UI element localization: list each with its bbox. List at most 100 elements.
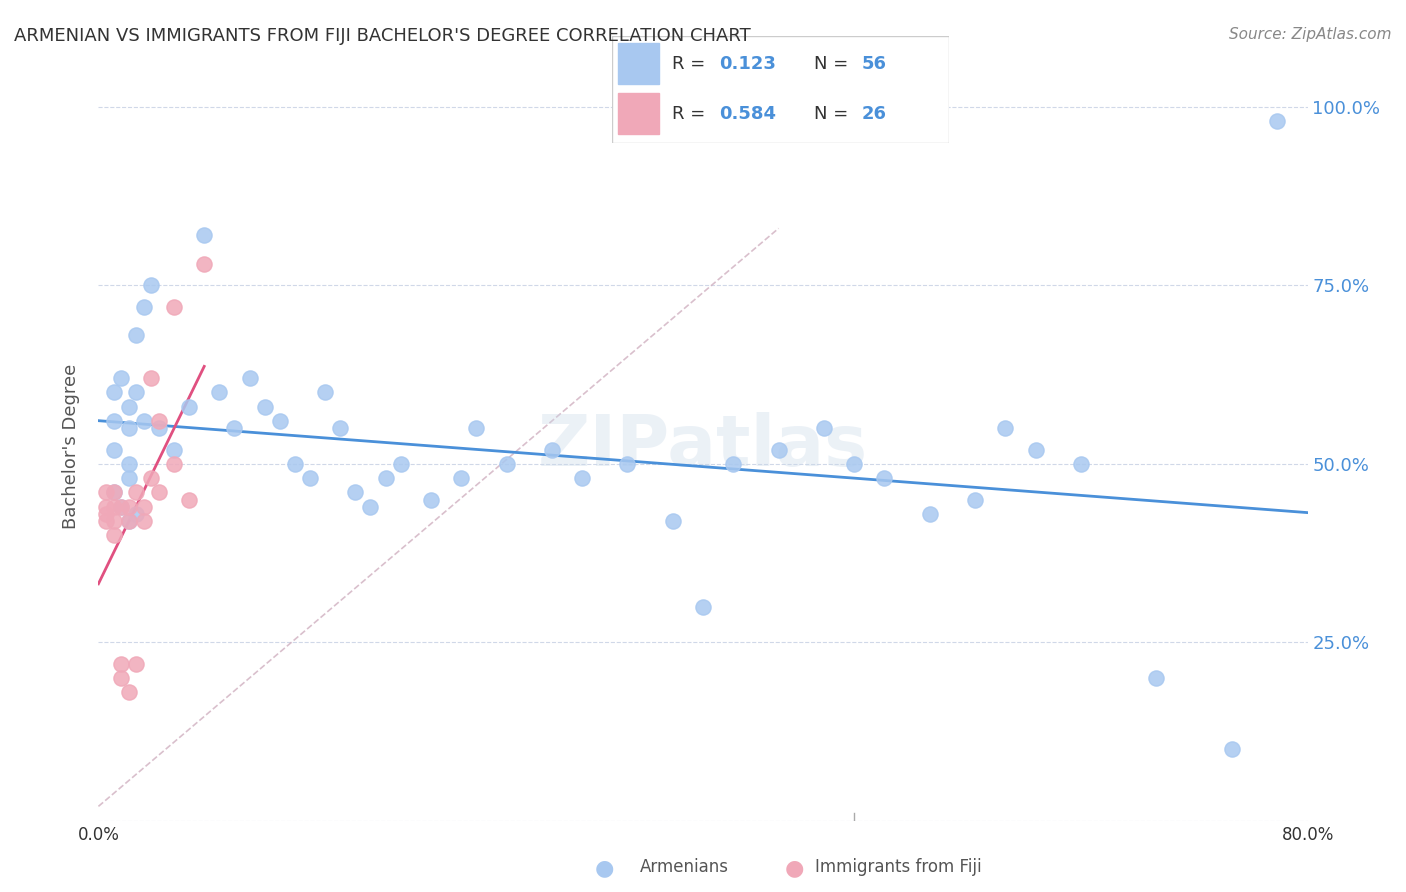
Point xyxy=(103,442,125,457)
Point xyxy=(94,500,117,514)
Point xyxy=(118,471,141,485)
Point xyxy=(844,457,866,471)
Y-axis label: Bachelor's Degree: Bachelor's Degree xyxy=(62,363,80,529)
Point xyxy=(148,485,170,500)
Point xyxy=(118,514,141,528)
Point xyxy=(132,514,155,528)
Point xyxy=(141,371,163,385)
Point xyxy=(163,457,186,471)
Point xyxy=(118,400,141,414)
Point xyxy=(103,385,125,400)
Point xyxy=(125,385,148,400)
Text: ARMENIAN VS IMMIGRANTS FROM FIJI BACHELOR'S DEGREE CORRELATION CHART: ARMENIAN VS IMMIGRANTS FROM FIJI BACHELO… xyxy=(14,27,751,45)
Point xyxy=(1144,671,1167,685)
Text: 0.584: 0.584 xyxy=(720,105,776,123)
Point xyxy=(873,471,896,485)
Point xyxy=(269,414,291,428)
Point xyxy=(118,514,141,528)
Point xyxy=(163,442,186,457)
Point xyxy=(768,442,790,457)
Point xyxy=(103,414,125,428)
Point xyxy=(1220,742,1243,756)
Text: N =: N = xyxy=(814,105,853,123)
Point xyxy=(118,500,141,514)
Point xyxy=(125,485,148,500)
Point xyxy=(141,471,163,485)
Point xyxy=(239,371,262,385)
Point xyxy=(344,485,367,500)
Point xyxy=(1070,457,1092,471)
Point xyxy=(1267,114,1289,128)
Text: N =: N = xyxy=(814,54,853,72)
Point xyxy=(571,471,593,485)
Text: Source: ZipAtlas.com: Source: ZipAtlas.com xyxy=(1229,27,1392,42)
Text: 0.123: 0.123 xyxy=(720,54,776,72)
Point xyxy=(813,421,835,435)
Point xyxy=(103,485,125,500)
Point xyxy=(692,599,714,614)
Point xyxy=(110,500,132,514)
Point xyxy=(540,442,562,457)
Point xyxy=(253,400,276,414)
Point xyxy=(110,671,132,685)
Text: R =: R = xyxy=(672,54,711,72)
Point xyxy=(110,500,132,514)
Point xyxy=(299,471,322,485)
Point xyxy=(103,500,125,514)
FancyBboxPatch shape xyxy=(619,43,659,84)
Point xyxy=(918,507,941,521)
Point xyxy=(193,228,215,243)
Point xyxy=(125,657,148,671)
Point xyxy=(94,507,117,521)
Point xyxy=(103,528,125,542)
Point xyxy=(110,371,132,385)
Point xyxy=(193,257,215,271)
Point xyxy=(208,385,231,400)
Point xyxy=(420,492,443,507)
FancyBboxPatch shape xyxy=(619,94,659,134)
Point xyxy=(495,457,517,471)
Text: Immigrants from Fiji: Immigrants from Fiji xyxy=(815,858,983,876)
Point xyxy=(224,421,246,435)
Text: R =: R = xyxy=(672,105,711,123)
Point xyxy=(329,421,352,435)
Point xyxy=(661,514,683,528)
Text: ZIPatlas: ZIPatlas xyxy=(538,411,868,481)
Text: 56: 56 xyxy=(862,54,886,72)
Point xyxy=(179,400,201,414)
Point xyxy=(179,492,201,507)
Point xyxy=(148,421,170,435)
Point xyxy=(103,485,125,500)
Point xyxy=(94,514,117,528)
Point xyxy=(103,514,125,528)
Point xyxy=(284,457,307,471)
Point xyxy=(360,500,382,514)
Point xyxy=(141,278,163,293)
Point xyxy=(118,421,141,435)
Point xyxy=(132,414,155,428)
Point xyxy=(118,685,141,699)
Text: Armenians: Armenians xyxy=(640,858,728,876)
Text: ●: ● xyxy=(595,858,614,878)
Point xyxy=(110,657,132,671)
Point xyxy=(148,414,170,428)
Text: 26: 26 xyxy=(862,105,886,123)
Point xyxy=(994,421,1017,435)
Point xyxy=(616,457,638,471)
Point xyxy=(389,457,412,471)
Point xyxy=(965,492,987,507)
Point xyxy=(132,500,155,514)
Point xyxy=(450,471,472,485)
Text: ●: ● xyxy=(785,858,804,878)
Point xyxy=(1024,442,1046,457)
Point xyxy=(118,457,141,471)
Point xyxy=(132,300,155,314)
Point xyxy=(465,421,488,435)
Point xyxy=(94,485,117,500)
FancyBboxPatch shape xyxy=(612,36,949,143)
Point xyxy=(125,328,148,343)
Point xyxy=(314,385,336,400)
Point xyxy=(723,457,745,471)
Point xyxy=(163,300,186,314)
Point xyxy=(374,471,396,485)
